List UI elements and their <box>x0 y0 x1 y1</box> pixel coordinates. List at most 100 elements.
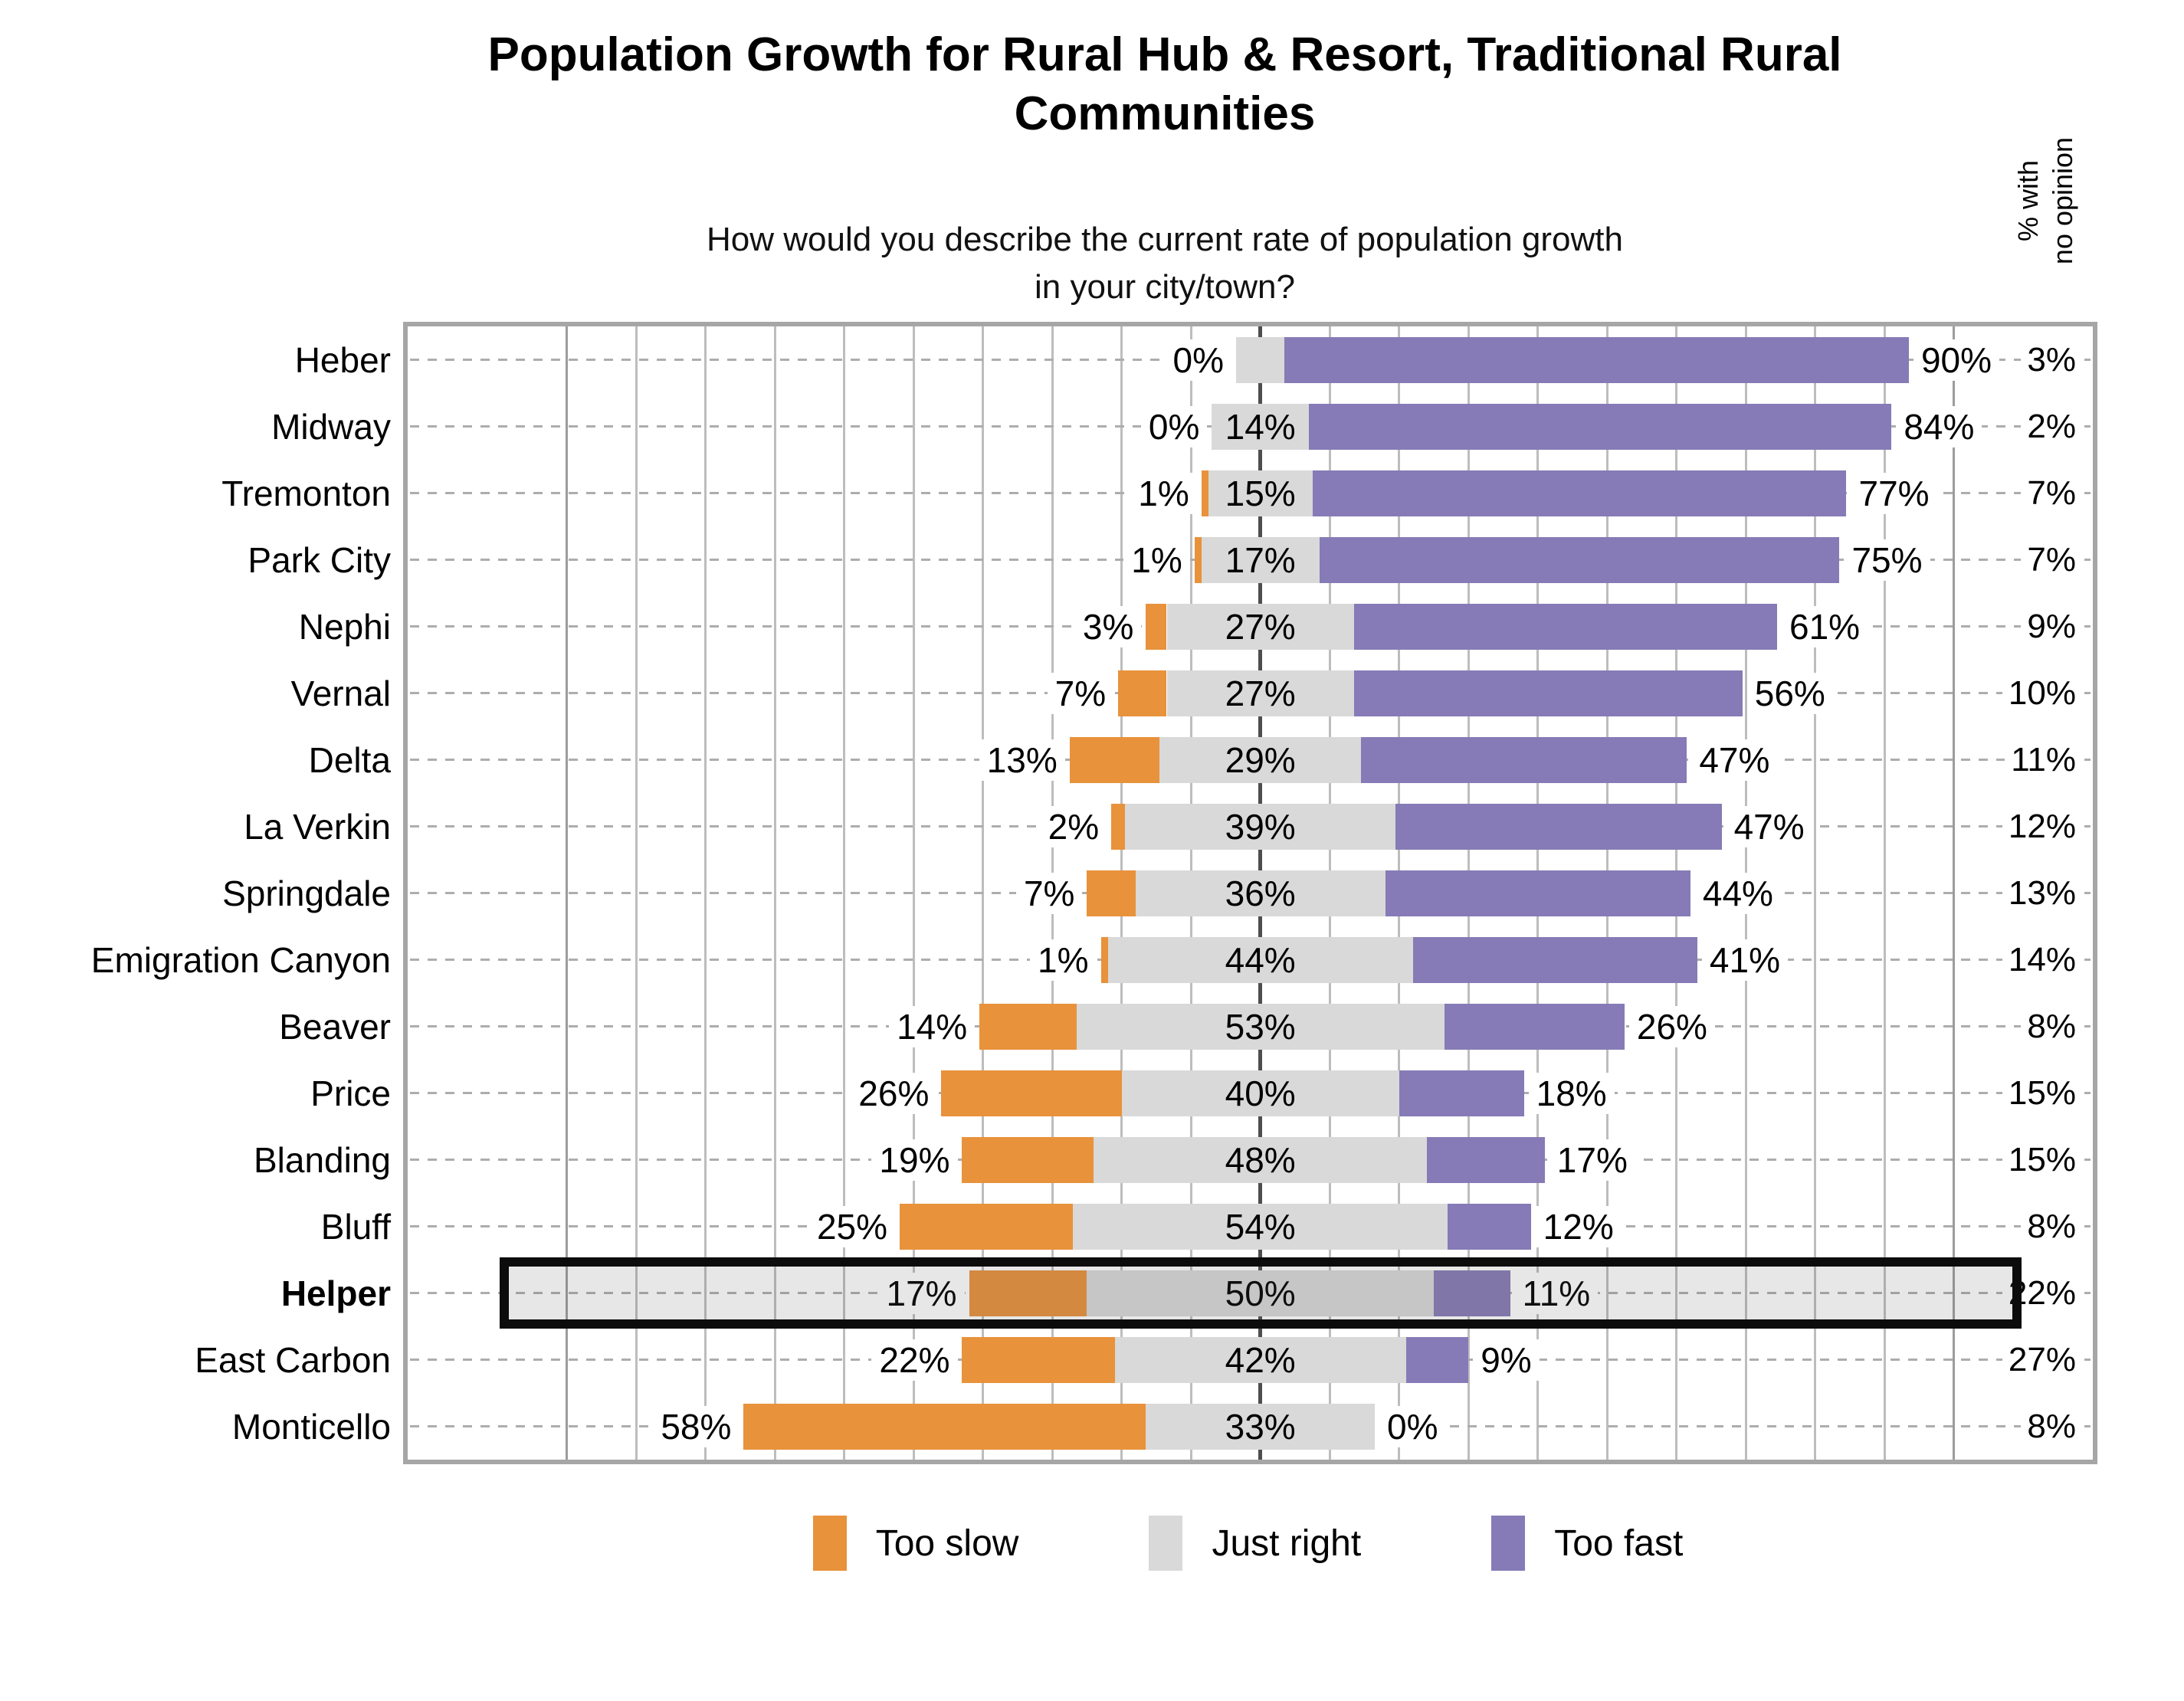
just-right-value: 36% <box>1225 873 1296 913</box>
just-right-bar <box>1236 336 1285 383</box>
just-right-value: 29% <box>1225 739 1296 780</box>
just-right-bar <box>1087 1270 1434 1316</box>
legend-label: Too slow <box>875 1522 1019 1564</box>
too-fast-value: 47% <box>1726 805 1812 847</box>
chart-title-line2: Communities <box>1014 87 1316 140</box>
too-slow-value: 7% <box>1047 672 1114 714</box>
too-fast-value: 0% <box>1379 1405 1446 1447</box>
category-label: Heber <box>294 339 391 380</box>
just-right-bar <box>1201 536 1320 583</box>
just-right-bar <box>1159 736 1361 783</box>
table-row: Monticello 58% 33% 0% 8% <box>232 1393 2093 1460</box>
too-fast-value: 26% <box>1628 1005 1715 1047</box>
just-right-value: 54% <box>1225 1206 1296 1247</box>
too-slow-bar <box>1111 803 1126 850</box>
too-slow-value: 0% <box>1140 405 1208 447</box>
too-fast-value: 75% <box>1844 539 1930 581</box>
too-fast-bar <box>1395 803 1722 850</box>
no-opinion-value: 13% <box>2002 873 2082 913</box>
chart-subtitle: How would you describe the current rate … <box>161 216 2169 312</box>
table-row: Blanding 19% 48% 17% 15% <box>254 1126 2093 1193</box>
legend-item: Too slow <box>812 1516 1019 1571</box>
too-slow-value: 0% <box>1165 339 1232 381</box>
table-row: Helper 17% 50% 11% 22% <box>281 1257 2093 1329</box>
too-slow-value: 17% <box>878 1272 965 1314</box>
just-right-value: 42% <box>1225 1339 1296 1380</box>
category-label: Nephi <box>298 606 391 647</box>
no-opinion-value: 15% <box>2002 1140 2082 1179</box>
chart-subtitle-line1: How would you describe the current rate … <box>706 221 1623 258</box>
category-label: Helper <box>280 1273 391 1313</box>
too-fast-bar <box>1444 1003 1625 1050</box>
too-fast-bar <box>1385 870 1690 916</box>
table-row: Price 26% 40% 18% 15% <box>310 1060 2093 1126</box>
just-right-value: 15% <box>1225 473 1296 513</box>
too-fast-value: 17% <box>1549 1139 1635 1181</box>
too-slow-bar <box>1146 603 1167 650</box>
table-row: La Verkin 2% 39% 47% 12% <box>244 793 2093 860</box>
just-right-bar <box>1125 803 1396 850</box>
just-right-bar <box>1166 670 1354 716</box>
no-opinion-value: 3% <box>2021 340 2082 379</box>
no-opinion-value: 7% <box>2021 474 2082 513</box>
category-label: Park City <box>248 539 391 580</box>
too-slow-value: 7% <box>1015 872 1083 914</box>
category-label: Emigration Canyon <box>90 939 391 980</box>
just-right-value: 39% <box>1225 806 1296 847</box>
table-row: Delta 13% 29% 47% 11% <box>309 726 2093 793</box>
no-opinion-value: 8% <box>2021 1207 2082 1246</box>
too-fast-bar <box>1312 470 1847 516</box>
too-slow-bar <box>1201 470 1208 516</box>
category-label: Delta <box>308 739 391 780</box>
legend-label: Too fast <box>1554 1522 1684 1564</box>
no-opinion-value: 14% <box>2002 940 2082 979</box>
category-label: Price <box>310 1073 391 1113</box>
no-opinion-value: 15% <box>2002 1073 2082 1113</box>
category-label: Monticello <box>231 1406 391 1447</box>
too-fast-value: 41% <box>1701 939 1788 981</box>
category-label: Midway <box>271 406 391 447</box>
too-fast-bar <box>1412 936 1697 983</box>
too-slow-bar <box>941 1070 1122 1116</box>
too-slow-bar <box>979 1003 1077 1050</box>
legend: Too slow Just right Too fast <box>403 1516 2093 1571</box>
legend-item: Just right <box>1149 1516 1361 1571</box>
just-right-bar <box>1114 1336 1406 1383</box>
category-label: Blanding <box>253 1139 391 1180</box>
too-slow-bar <box>962 1336 1115 1383</box>
table-row: Springdale 7% 36% 44% 13% <box>222 860 2093 926</box>
too-fast-value: 47% <box>1691 739 1778 781</box>
too-fast-value: 11% <box>1514 1272 1599 1314</box>
no-opinion-value: 9% <box>2021 607 2082 646</box>
too-slow-value: 26% <box>851 1072 937 1114</box>
too-slow-bar <box>1118 670 1167 716</box>
table-row: Emigration Canyon 1% 44% 41% 14% <box>91 926 2093 993</box>
too-slow-value: 22% <box>871 1339 958 1381</box>
just-right-value: 53% <box>1225 1006 1296 1047</box>
too-fast-value: 9% <box>1473 1339 1540 1381</box>
chart-subtitle-line2: in your city/town? <box>1035 268 1295 306</box>
plot-area: Heber 0% 90% 3% Midway 0% 14% 84% 2% Tremonton 1% 1… <box>91 322 2097 1464</box>
too-slow-bar <box>900 1203 1074 1250</box>
too-fast-value: 77% <box>1851 472 1937 514</box>
no-opinion-value: 8% <box>2021 1007 2082 1046</box>
just-right-bar <box>1208 470 1313 516</box>
chart-title: Population Growth for Rural Hub & Resort… <box>161 26 2169 144</box>
category-label: Beaver <box>279 1006 391 1047</box>
no-opinion-value: 11% <box>2005 740 2082 779</box>
table-row: Heber 0% 90% 3% <box>295 326 2093 393</box>
legend-swatch-icon <box>1149 1516 1183 1571</box>
too-slow-bar <box>962 1136 1094 1183</box>
chart-title-line1: Population Growth for Rural Hub & Resort… <box>487 28 1842 81</box>
category-label: Vernal <box>290 673 391 713</box>
too-fast-bar <box>1360 736 1687 783</box>
just-right-value: 48% <box>1225 1139 1296 1180</box>
highlight-frame <box>500 1257 2022 1329</box>
just-right-value: 27% <box>1225 673 1296 713</box>
just-right-bar <box>1212 403 1310 450</box>
table-row: Nephi 3% 27% 61% 9% <box>299 593 2093 660</box>
too-fast-bar <box>1426 1136 1545 1183</box>
no-opinion-value: 10% <box>2002 674 2082 713</box>
category-label: Springdale <box>222 873 391 913</box>
category-label: Tremonton <box>221 473 391 513</box>
